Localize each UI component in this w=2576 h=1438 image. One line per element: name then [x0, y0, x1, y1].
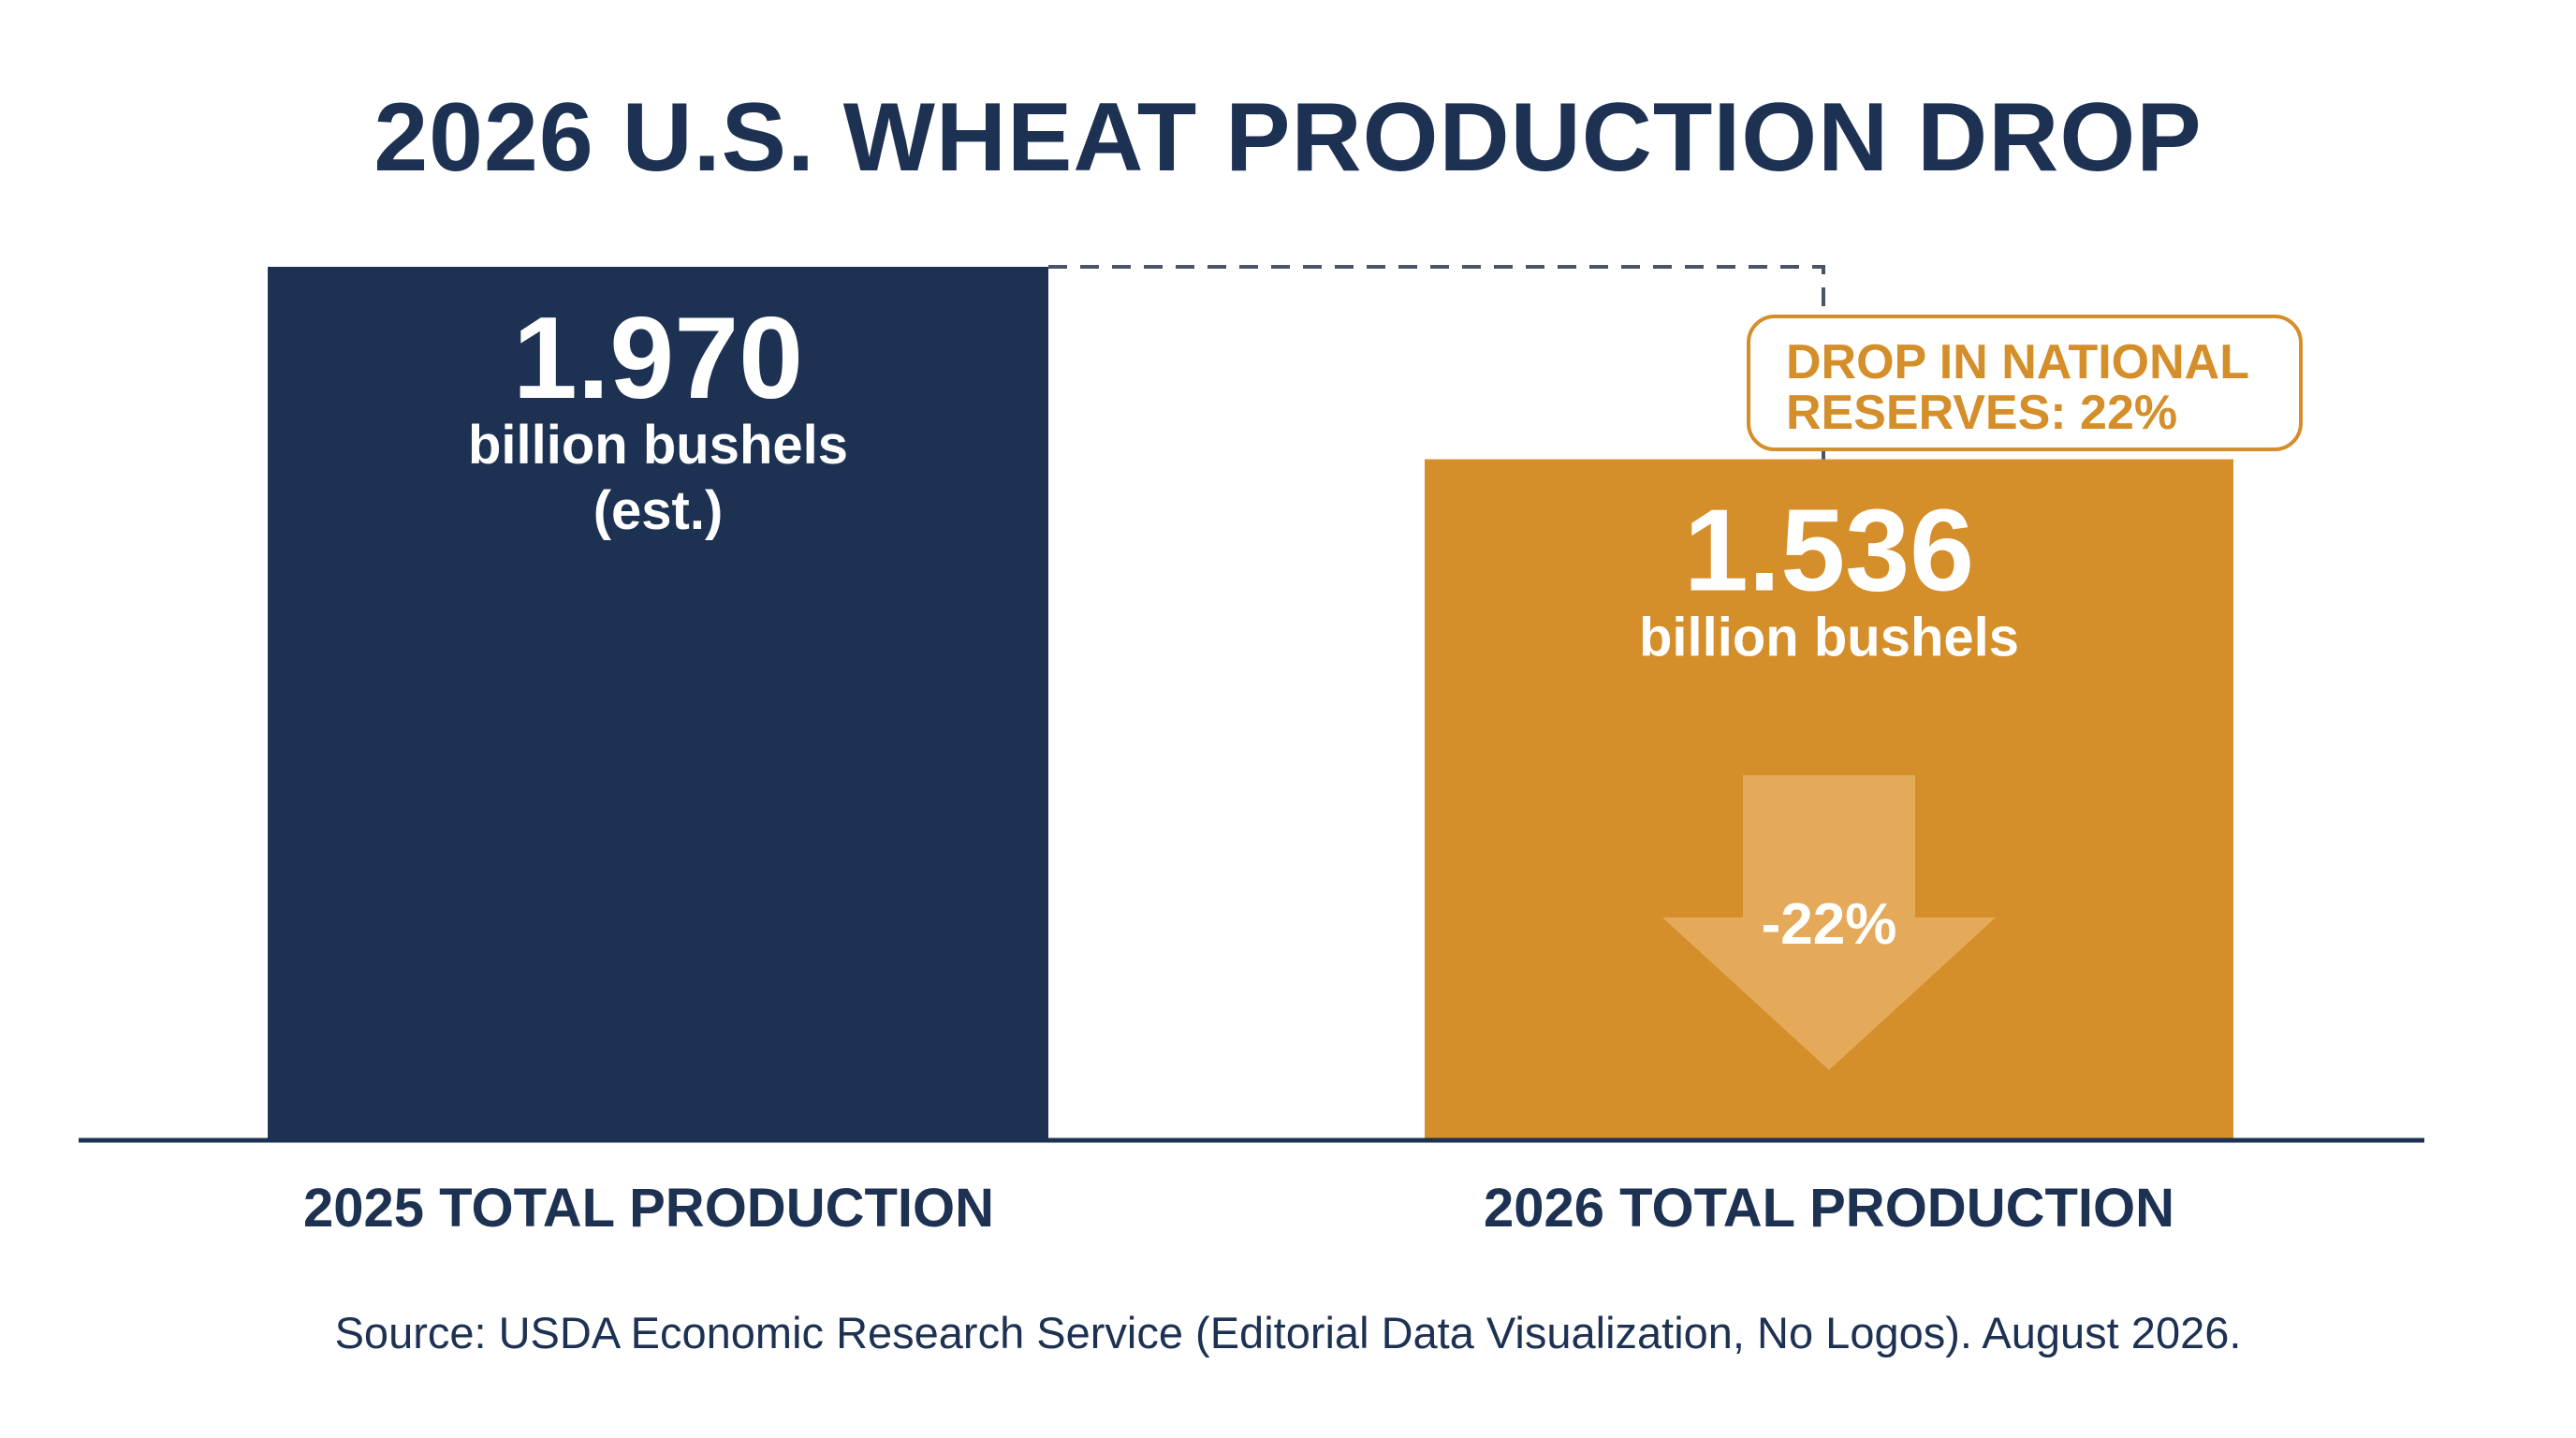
bar-1: [268, 267, 1048, 1140]
chart-title: 2026 U.S. WHEAT PRODUCTION DROP: [373, 83, 2203, 192]
callout-line-1: DROP IN NATIONAL: [1786, 335, 2249, 389]
source-note: Source: USDA Economic Research Service (…: [334, 1308, 2242, 1357]
bar-unit-label-1-2: (est.): [593, 480, 724, 541]
callout-line-2: RESERVES: 22%: [1786, 386, 2178, 440]
bar-value-label-1: 1.970: [513, 294, 803, 423]
bar-value-label-2: 1.536: [1684, 487, 1974, 616]
reserves-callout: DROP IN NATIONAL RESERVES: 22%: [1747, 315, 2303, 451]
bar-unit-label-1-1: billion bushels: [468, 415, 848, 476]
category-label-1: 2025 TOTAL PRODUCTION: [303, 1178, 994, 1239]
category-label-2: 2026 TOTAL PRODUCTION: [1484, 1178, 2174, 1239]
bar-unit-label-2-1: billion bushels: [1639, 608, 2019, 668]
down-arrow-icon: [1662, 775, 1996, 1070]
comparison-dash-line: [1048, 265, 1825, 460]
arrow-percent-label: -22%: [1762, 892, 1897, 957]
